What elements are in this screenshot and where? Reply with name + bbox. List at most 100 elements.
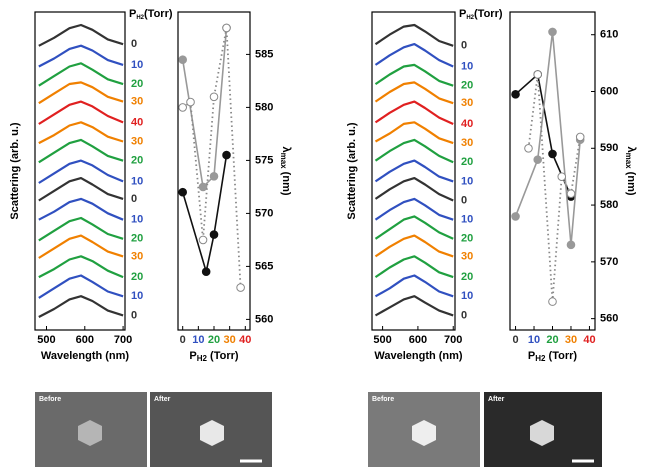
particle bbox=[78, 420, 102, 446]
legend-entry: 30 bbox=[131, 250, 143, 262]
spectrum bbox=[38, 216, 124, 242]
y-tick-label: 585 bbox=[255, 48, 273, 60]
data-point bbox=[178, 187, 187, 197]
y-tick-label: 575 bbox=[255, 154, 273, 166]
data-point bbox=[201, 267, 211, 277]
legend-entry: 20 bbox=[461, 156, 473, 168]
x-tick-label: 700 bbox=[114, 334, 132, 346]
spectrum bbox=[38, 177, 124, 202]
plot-frame bbox=[371, 11, 456, 331]
legend-entry: 0 bbox=[461, 194, 467, 206]
spectrum bbox=[374, 295, 454, 317]
x-tick-label: 700 bbox=[444, 334, 462, 346]
legend-entry: 20 bbox=[131, 155, 143, 167]
legend-entry: 10 bbox=[461, 214, 473, 226]
legend-entry: 10 bbox=[131, 290, 143, 302]
data-point bbox=[198, 235, 208, 245]
series-line bbox=[514, 31, 581, 245]
legend-entry: 30 bbox=[461, 137, 473, 149]
x-tick-label: 20 bbox=[546, 334, 558, 346]
spectrum bbox=[374, 43, 454, 68]
spectrum bbox=[38, 159, 124, 184]
spectrum bbox=[38, 81, 124, 105]
data-point bbox=[566, 240, 576, 250]
spectrum bbox=[374, 138, 454, 164]
legend-entry: 20 bbox=[131, 271, 143, 283]
spectrum bbox=[38, 44, 124, 68]
spectrum bbox=[38, 274, 124, 299]
x-tick-label: 40 bbox=[583, 334, 595, 346]
legend-title-sub: H2 bbox=[136, 15, 144, 21]
y-tick-label: 565 bbox=[255, 260, 273, 272]
data-point bbox=[524, 143, 533, 153]
y-tick-label: 570 bbox=[255, 207, 273, 219]
legend-entry: 30 bbox=[131, 96, 143, 108]
series-line bbox=[527, 74, 582, 302]
data-point bbox=[209, 92, 219, 102]
data-point bbox=[236, 283, 245, 292]
y-tick-label: 600 bbox=[600, 85, 618, 97]
legend-title-rest: (Torr) bbox=[144, 8, 173, 20]
legend-entry: 0 bbox=[461, 40, 467, 52]
legend-entry: 20 bbox=[461, 80, 473, 92]
data-point bbox=[209, 230, 219, 239]
spectrum bbox=[374, 255, 454, 279]
image-label: Before bbox=[372, 396, 394, 403]
x-axis-label: Wavelength (nm) bbox=[41, 350, 130, 362]
spectrum bbox=[374, 197, 454, 221]
series-line bbox=[181, 154, 228, 272]
y-tick-label: 570 bbox=[600, 256, 618, 268]
data-point bbox=[548, 149, 557, 159]
y-axis-label: Scattering (arb. u.) bbox=[9, 122, 21, 220]
spectrum bbox=[374, 23, 454, 47]
legend-entry: 0 bbox=[131, 309, 137, 321]
x-axis-label-main: P bbox=[189, 350, 196, 362]
y-tick-label: 590 bbox=[600, 142, 618, 154]
spectrum bbox=[38, 121, 124, 145]
data-point bbox=[198, 182, 208, 192]
x-axis-label: Wavelength (nm) bbox=[374, 350, 463, 362]
data-point bbox=[533, 155, 543, 164]
y-axis-label-main: λ bbox=[280, 146, 292, 152]
legend-entry: 40 bbox=[461, 118, 473, 130]
y-axis-label-sub: max bbox=[279, 153, 288, 170]
y-axis-label-main: λ bbox=[625, 146, 637, 152]
x-tick-label: 0 bbox=[180, 334, 186, 346]
spectrum bbox=[374, 121, 454, 145]
data-point bbox=[533, 70, 543, 79]
legend-title: PH2(Torr) bbox=[129, 8, 173, 21]
y-axis-label: λmax (nm) bbox=[279, 146, 292, 195]
particle bbox=[412, 420, 436, 446]
spectrum bbox=[374, 234, 454, 258]
spectrum bbox=[374, 177, 454, 202]
x-tick-label: 500 bbox=[37, 334, 55, 346]
data-point bbox=[222, 150, 231, 160]
x-axis-label: PH2 (Torr) bbox=[528, 350, 577, 363]
spectrum bbox=[38, 62, 124, 87]
x-tick-label: 500 bbox=[373, 334, 391, 346]
x-tick-label: 0 bbox=[512, 334, 518, 346]
x-axis-label-rest: (Torr) bbox=[207, 350, 239, 362]
legend-entry: 20 bbox=[461, 271, 473, 283]
y-axis-label-rest: (nm) bbox=[280, 169, 292, 196]
x-axis-label-sub: H2 bbox=[535, 354, 546, 363]
legend-entry: 0 bbox=[131, 38, 137, 50]
x-tick-label: 600 bbox=[76, 334, 94, 346]
legend-title-rest: (Torr) bbox=[474, 8, 503, 20]
legend-entry: 10 bbox=[461, 60, 473, 72]
spectrum bbox=[374, 81, 454, 105]
data-point bbox=[178, 55, 187, 65]
image-label: Before bbox=[39, 396, 61, 403]
legend-entry: 0 bbox=[131, 193, 137, 205]
y-tick-label: 560 bbox=[600, 313, 618, 325]
spectrum bbox=[38, 295, 124, 318]
legend-entry: 20 bbox=[131, 233, 143, 245]
spectrum bbox=[38, 255, 124, 279]
legend-entry: 30 bbox=[131, 135, 143, 147]
data-point bbox=[222, 23, 231, 33]
data-point bbox=[209, 172, 219, 181]
spectrum bbox=[38, 138, 124, 164]
legend-entry: 10 bbox=[131, 175, 143, 187]
x-axis-label: PH2 (Torr) bbox=[189, 350, 238, 363]
